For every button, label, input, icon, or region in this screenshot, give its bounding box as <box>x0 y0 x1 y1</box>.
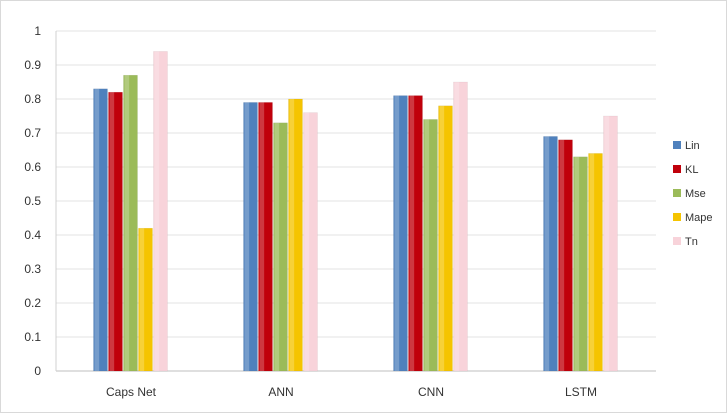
y-tick-label: 0.8 <box>24 92 41 106</box>
legend-swatch-mse <box>673 189 681 197</box>
bar-mse-lstm <box>573 156 588 372</box>
y-tick-label: 0 <box>34 364 41 378</box>
y-tick-label: 0.6 <box>24 160 41 174</box>
bar-lin-cnn <box>393 95 408 372</box>
y-tick-label: 0.5 <box>24 194 41 208</box>
legend-swatch-lin <box>673 141 681 149</box>
bar-kl-ann <box>258 102 273 372</box>
bar-highlight <box>559 139 565 371</box>
x-category-label: CNN <box>418 385 444 399</box>
bar-highlight <box>574 156 580 371</box>
legend-label-mape: Mape <box>685 212 713 224</box>
bar-highlight <box>139 228 145 371</box>
y-tick-label: 0.7 <box>24 126 41 140</box>
bar-highlight <box>94 88 100 372</box>
bar-tn-cnn <box>453 81 468 372</box>
bar-highlight <box>304 112 310 371</box>
legend-swatch-kl <box>673 165 681 173</box>
bar-mse-ann <box>273 122 288 372</box>
legend-swatch-mape <box>673 213 681 221</box>
bar-highlight <box>604 116 610 371</box>
bar-mape-ann <box>288 98 303 372</box>
bar-highlight <box>424 119 430 372</box>
bar-highlight <box>289 99 295 371</box>
legend-label-lin: Lin <box>685 140 700 152</box>
bar-mse-caps-net <box>123 74 138 372</box>
x-axis-categories: Caps Net ANN CNN LSTM <box>106 385 597 399</box>
bar-highlight <box>124 75 130 371</box>
bar-tn-ann <box>303 112 318 372</box>
bar-mape-cnn <box>438 105 453 372</box>
bar-tn-caps-net <box>153 51 168 372</box>
bar-highlight <box>109 92 115 371</box>
x-category-label: LSTM <box>565 385 597 399</box>
bar-kl-caps-net <box>108 91 123 372</box>
bar-highlight <box>259 102 265 372</box>
legend: Lin KL Mse Mape Tn <box>673 140 713 248</box>
bar-highlight <box>274 122 280 371</box>
y-axis-ticks: 0 0.1 0.2 0.3 0.4 0.5 0.6 0.7 0.8 0.9 1 <box>24 24 41 378</box>
y-tick-label: 0.9 <box>24 58 41 72</box>
bar-highlight <box>439 105 445 372</box>
bar-highlight <box>244 102 250 372</box>
bar-highlight <box>454 82 460 371</box>
bar-highlight <box>544 136 550 371</box>
bar-mape-lstm <box>588 153 603 372</box>
bar-mape-caps-net <box>138 227 153 372</box>
legend-label-mse: Mse <box>685 188 706 200</box>
bar-mse-cnn <box>423 119 438 372</box>
bar-kl-lstm <box>558 139 573 372</box>
bar-highlight <box>154 51 160 372</box>
x-category-label: Caps Net <box>106 385 157 399</box>
y-tick-label: 0.3 <box>24 262 41 276</box>
legend-swatch-tn <box>673 237 681 245</box>
bar-highlight <box>409 95 415 371</box>
y-tick-label: 0.1 <box>24 330 41 344</box>
x-category-label: ANN <box>268 385 293 399</box>
bar-lin-lstm <box>543 136 558 372</box>
bar-lin-caps-net <box>93 88 108 372</box>
bar-highlight <box>589 153 595 371</box>
bar-kl-cnn <box>408 95 423 372</box>
bar-tn-lstm <box>603 115 618 372</box>
y-tick-label: 0.2 <box>24 296 41 310</box>
bar-lin-ann <box>243 102 258 372</box>
y-tick-label: 0.4 <box>24 228 41 242</box>
bar-highlight <box>394 95 400 371</box>
legend-label-tn: Tn <box>685 236 698 248</box>
y-tick-label: 1 <box>34 24 41 38</box>
legend-label-kl: KL <box>685 164 698 176</box>
bars <box>93 51 618 372</box>
